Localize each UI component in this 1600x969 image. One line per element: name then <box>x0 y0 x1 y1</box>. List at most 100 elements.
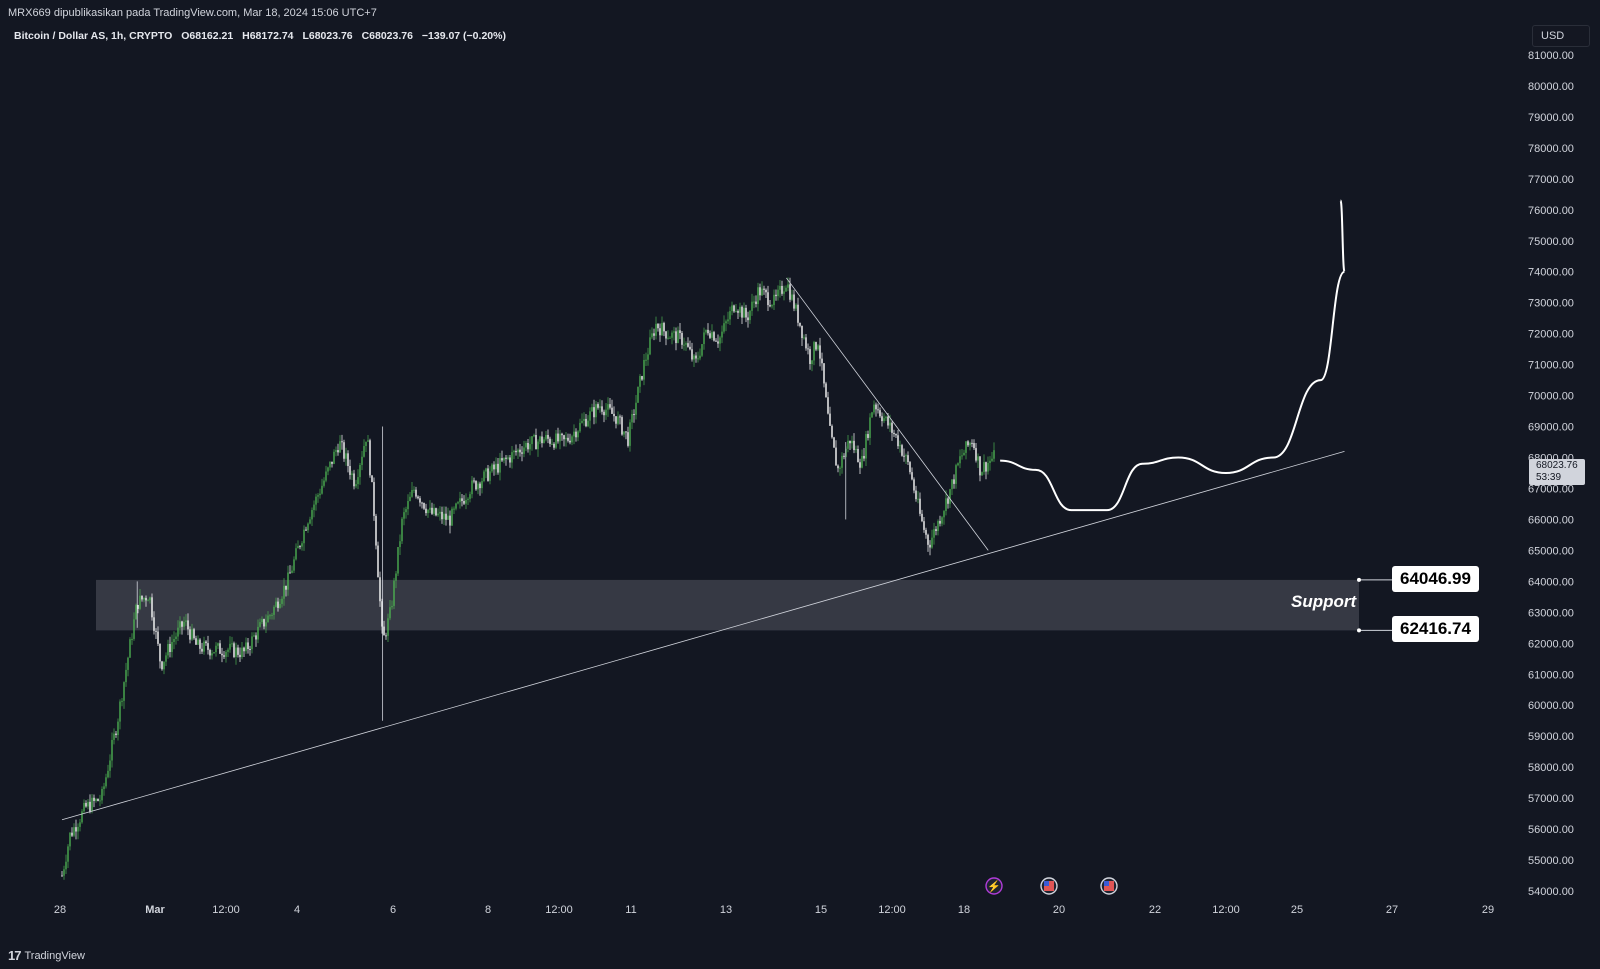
candle-body <box>219 643 221 654</box>
tradingview-logo[interactable]: 17 TradingView <box>8 948 85 963</box>
candle-body <box>315 496 317 505</box>
candle-body <box>413 489 415 491</box>
candle-body <box>527 442 529 450</box>
candle-body <box>559 433 561 442</box>
candle-body <box>499 458 501 473</box>
flag-canton <box>1104 881 1109 886</box>
candle-body <box>667 337 669 339</box>
candle-body <box>165 655 167 662</box>
candle-body <box>955 465 957 484</box>
candle-body <box>473 480 475 482</box>
tradingview-mark-icon: 17 <box>8 948 22 963</box>
candle-body <box>805 337 807 349</box>
candle-body <box>921 513 923 522</box>
candle-body <box>71 832 73 836</box>
candle-body <box>537 441 539 450</box>
top-bar: MRX669 dipublikasikan pada TradingView.c… <box>0 0 1600 24</box>
candle-body <box>205 641 207 644</box>
candle-body <box>991 458 993 461</box>
candle-body <box>781 285 783 294</box>
candle-body <box>831 425 833 438</box>
candle-body <box>131 638 133 640</box>
candle-body <box>911 472 913 480</box>
time-tick-label: 6 <box>390 904 396 916</box>
candle-body <box>587 420 589 427</box>
price-tick-label: 65000.00 <box>1528 545 1574 557</box>
legend-close: C68023.76 <box>361 30 413 42</box>
candle-body <box>125 669 127 683</box>
candle-body <box>309 519 311 524</box>
time-tick-label: 11 <box>625 904 636 916</box>
candle-body <box>511 452 513 463</box>
candle-body <box>763 288 765 290</box>
candle-body <box>529 444 531 450</box>
candle-body <box>579 422 581 432</box>
candle-body <box>429 507 431 510</box>
legend-high: H68172.74 <box>242 30 294 42</box>
candle-body <box>709 333 711 338</box>
candle-body <box>739 306 741 313</box>
candle-body <box>519 449 521 453</box>
candle-body <box>383 626 385 636</box>
price-tick-label: 81000.00 <box>1528 50 1574 62</box>
price-tick-label: 72000.00 <box>1528 329 1574 341</box>
candle-body <box>741 306 743 318</box>
candle-body <box>471 480 473 495</box>
legend-symbol[interactable]: Bitcoin / Dollar AS, 1h, CRYPTO <box>14 30 173 42</box>
support-high-dot <box>1357 577 1361 582</box>
candle-body <box>505 457 507 459</box>
price-tick-label: 56000.00 <box>1528 824 1574 836</box>
candle-body <box>631 414 633 423</box>
support-low-dot <box>1357 628 1361 633</box>
candle-body <box>187 620 189 630</box>
candle-body <box>135 605 137 620</box>
candle-body <box>785 287 787 292</box>
candle-body <box>693 355 695 360</box>
candle-body <box>175 636 177 640</box>
candle-body <box>485 468 487 472</box>
candle-body <box>323 480 325 486</box>
candle-body <box>475 481 477 490</box>
candle-body <box>273 606 275 615</box>
time-tick-label: 20 <box>1053 904 1065 916</box>
candle-body <box>195 638 197 645</box>
candle-body <box>249 649 251 651</box>
candle-body <box>663 322 665 332</box>
candle-body <box>525 442 527 448</box>
candle-body <box>389 607 391 619</box>
flash-icon <box>985 877 1003 895</box>
candle-body <box>151 597 153 618</box>
candle-body <box>501 458 503 461</box>
candle-body <box>665 331 667 339</box>
candle-body <box>533 435 535 437</box>
descending-trendline <box>786 277 989 551</box>
price-tick-label: 61000.00 <box>1528 669 1574 681</box>
candle-body <box>109 760 111 771</box>
candle-body <box>979 456 981 476</box>
currency-unit-button[interactable]: USD <box>1532 25 1590 47</box>
candle-body <box>697 358 699 360</box>
price-tick-label: 78000.00 <box>1528 143 1574 155</box>
candle-body <box>861 455 863 468</box>
candle-body <box>535 435 537 450</box>
candle-body <box>621 417 623 435</box>
candle-body <box>581 420 583 423</box>
candle-body <box>905 455 907 457</box>
candle-body <box>645 359 647 361</box>
candle-body <box>73 827 75 836</box>
candle-body <box>949 489 951 504</box>
candle-body <box>885 416 887 419</box>
candle-body <box>881 416 883 422</box>
candle-body <box>509 457 511 463</box>
candle-body <box>583 418 585 421</box>
candle-body <box>637 386 639 403</box>
published-text: MRX669 dipublikasikan pada TradingView.c… <box>8 7 377 19</box>
candle-body <box>207 643 209 650</box>
candle-body <box>493 464 495 470</box>
candle-body <box>79 822 81 827</box>
candle-body <box>589 411 591 421</box>
candle-body <box>711 332 713 338</box>
candle-body <box>883 418 885 422</box>
candle-body <box>119 701 121 722</box>
